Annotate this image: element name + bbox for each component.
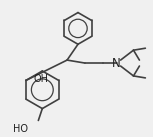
Text: OH: OH (34, 74, 49, 84)
Text: N: N (112, 57, 121, 70)
Text: HO: HO (13, 124, 28, 134)
